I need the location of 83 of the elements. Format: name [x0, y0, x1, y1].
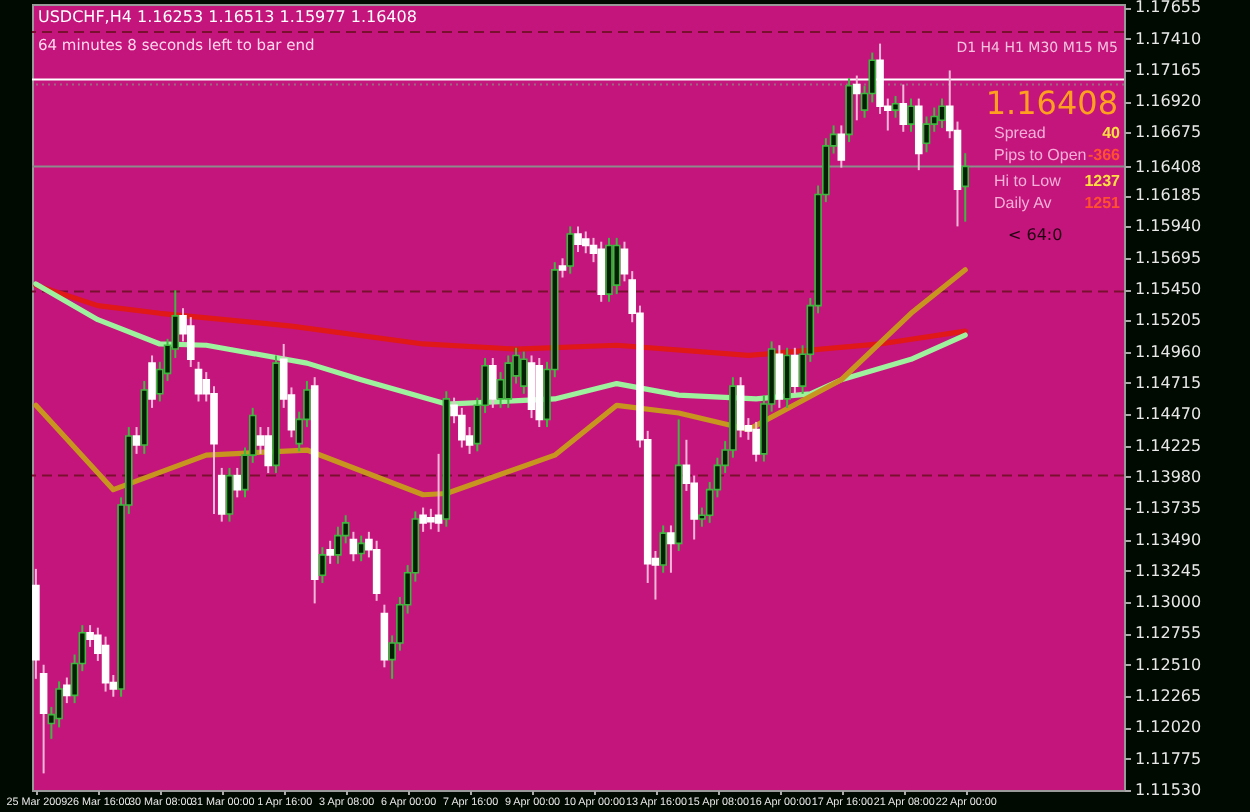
- candlestick: [194, 360, 203, 403]
- y-tick-label: 1.13490: [1135, 530, 1202, 549]
- annotation: 1.16408: [985, 84, 1118, 122]
- candlestick: [357, 534, 365, 563]
- candlestick: [101, 635, 110, 693]
- candlestick: [581, 230, 590, 255]
- y-tick-label: 1.15205: [1135, 311, 1202, 330]
- y-tick-label: 1.14715: [1135, 373, 1202, 392]
- y-tick-label: 1.15695: [1135, 248, 1202, 267]
- candlestick: [597, 240, 606, 303]
- candlestick: [504, 354, 513, 409]
- y-tick-label: 1.12510: [1135, 655, 1202, 674]
- line-series: [33, 267, 968, 498]
- y-tick-label: 1.14960: [1135, 342, 1202, 361]
- candlestick: [419, 506, 427, 533]
- y-tick-label: 1.13245: [1135, 561, 1202, 580]
- annotation: 40: [1102, 124, 1122, 142]
- candlestick: [891, 95, 900, 119]
- annotation: 1237: [1084, 172, 1122, 190]
- y-tick-label: 1.16675: [1135, 123, 1202, 142]
- y-tick-label: 1.13735: [1135, 499, 1202, 518]
- y-tick-label: 1.12020: [1135, 718, 1202, 737]
- candlestick: [458, 406, 466, 449]
- y-tick-label: 1.17165: [1135, 60, 1202, 79]
- y-tick-label: 1.11530: [1135, 781, 1202, 799]
- candlestick: [326, 539, 334, 565]
- candlestick: [775, 344, 784, 409]
- y-tick-label: 1.15450: [1135, 280, 1202, 298]
- annotation: < 64:0: [1008, 226, 1063, 244]
- candlestick: [233, 466, 242, 499]
- candlestick: [961, 152, 970, 223]
- candlestick: [612, 236, 621, 296]
- y-tick-label: 1.15940: [1135, 217, 1202, 236]
- annotation: Hi to Low: [994, 172, 1062, 190]
- y-tick-label: 1.16408: [1135, 157, 1202, 176]
- candlestick: [63, 676, 71, 705]
- candlestick: [427, 507, 435, 531]
- candlestick: [132, 426, 141, 455]
- candlestick: [558, 257, 567, 279]
- candlestick: [791, 346, 799, 395]
- candlestick: [318, 546, 327, 584]
- candlestick: [380, 603, 389, 669]
- candlestick: [186, 316, 195, 368]
- candlestick: [574, 225, 582, 253]
- candlestick: [372, 539, 381, 602]
- y-tick-label: 1.16185: [1135, 186, 1202, 205]
- candlestick: [736, 376, 745, 439]
- y-tick-label: 1.13980: [1135, 467, 1202, 486]
- candlestick: [899, 83, 908, 133]
- candlestick: [519, 350, 528, 395]
- y-tick-label: 1.17410: [1135, 29, 1202, 48]
- candlestick: [783, 346, 791, 409]
- candlestick: [922, 115, 931, 154]
- y-tick-label: 1.11775: [1135, 749, 1202, 768]
- candlestick: [907, 97, 915, 133]
- candlestick: [667, 524, 675, 574]
- annotation: -366: [1087, 146, 1122, 164]
- candlestick: [752, 420, 760, 463]
- candlestick: [148, 354, 156, 409]
- candlestick: [566, 225, 575, 275]
- candlestick: [837, 124, 846, 169]
- candlestick: [914, 97, 923, 172]
- chart-title: USDCHF,H4 1.16253 1.16513 1.15977 1.16408: [38, 8, 417, 26]
- annotation: Pips to Open: [994, 146, 1087, 164]
- candlestick: [527, 354, 536, 420]
- candlestick: [659, 524, 667, 574]
- candlestick: [434, 452, 443, 533]
- y-tick-label: 1.17655: [1135, 0, 1202, 17]
- candlestick: [349, 530, 358, 563]
- candlestick: [264, 426, 273, 475]
- annotation: Spread: [994, 124, 1046, 142]
- y-tick-label: 1.12755: [1135, 624, 1202, 643]
- y-tick-label: 1.12265: [1135, 687, 1202, 706]
- line-series: [33, 282, 968, 359]
- candlestick: [489, 357, 497, 409]
- y-tick-label: 1.14470: [1135, 405, 1202, 424]
- annotation: Daily Av: [994, 194, 1052, 212]
- y-tick-label: 1.13000: [1135, 593, 1202, 612]
- candlestick: [938, 97, 946, 129]
- y-tick-label: 1.16920: [1135, 92, 1202, 111]
- y-tick-label: 1.14225: [1135, 436, 1202, 455]
- candlestick: [225, 466, 234, 523]
- annotation: 1251: [1084, 194, 1122, 212]
